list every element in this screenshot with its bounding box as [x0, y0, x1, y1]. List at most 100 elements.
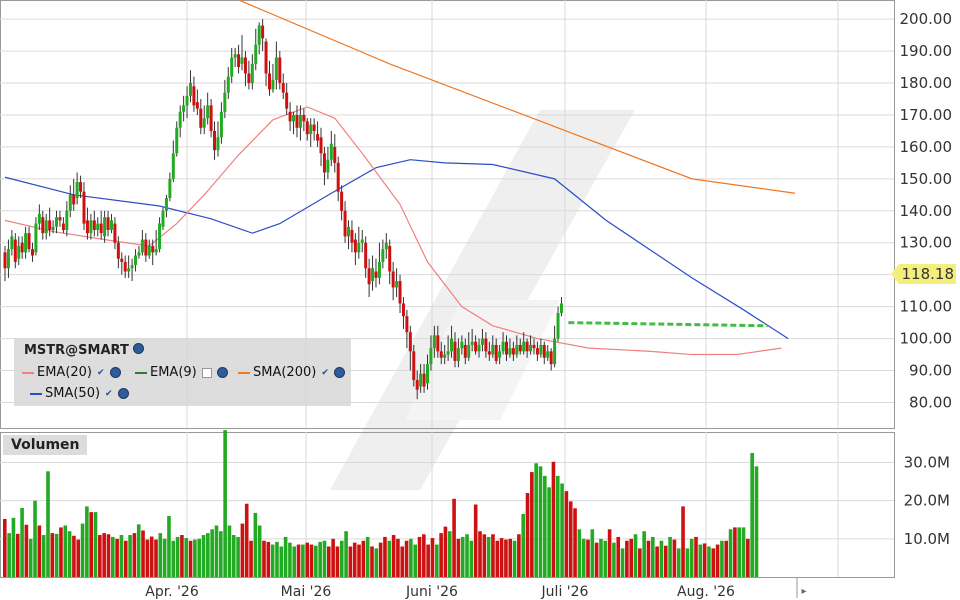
candle-body: [233, 54, 237, 58]
volume-bar: [257, 525, 262, 577]
candle-body: [288, 111, 292, 122]
candle-body: [250, 63, 254, 84]
check-icon[interactable]: ✔: [105, 388, 113, 399]
volume-bar: [663, 545, 668, 577]
volume-bar: [24, 524, 29, 577]
legend-sma200[interactable]: SMA(200) ✔: [238, 365, 345, 380]
candle-body: [257, 25, 261, 45]
volume-bar: [357, 544, 361, 577]
volume-bar: [590, 529, 595, 577]
volume-bar: [387, 540, 392, 577]
symbol-label: MSTR@SMART: [24, 343, 144, 358]
checkbox-icon[interactable]: [201, 367, 212, 378]
volume-bar: [275, 541, 279, 577]
volume-bar: [59, 527, 63, 577]
candle-body: [401, 303, 405, 317]
volume-bar: [452, 498, 456, 577]
candle-body: [439, 351, 443, 358]
candle-body: [487, 351, 491, 355]
candle-body: [243, 57, 247, 74]
volume-bar: [67, 531, 72, 577]
volume-bar: [141, 530, 145, 577]
candle-body: [518, 344, 522, 352]
legend-ema9[interactable]: EMA(9): [135, 365, 228, 380]
ema9-line-icon: [135, 371, 147, 374]
volume-bar: [167, 515, 171, 577]
visibility-icon[interactable]: [216, 367, 228, 378]
candle-body: [333, 146, 337, 163]
candle-body: [326, 159, 330, 173]
candle-body: [549, 351, 553, 365]
candle-body: [137, 252, 141, 256]
candle-body: [322, 153, 326, 173]
volume-bar: [534, 463, 538, 577]
candle-body: [79, 182, 83, 192]
candle-body: [484, 338, 488, 352]
price-tick-label: 180.00: [900, 74, 953, 92]
volume-bar: [266, 541, 271, 577]
volume-bar: [63, 525, 68, 577]
legend-ema20[interactable]: EMA(20) ✔: [22, 365, 121, 380]
volume-bar: [473, 504, 478, 577]
volume-bar: [616, 536, 621, 577]
volume-bar: [149, 536, 154, 577]
legend-sma50[interactable]: SMA(50) ✔: [30, 386, 129, 401]
candle-body: [106, 217, 110, 230]
candle-body: [51, 226, 55, 230]
volume-bar: [305, 542, 309, 577]
candle-body: [171, 153, 175, 179]
volume-bar: [158, 533, 163, 577]
candle-body: [477, 344, 481, 352]
candle-body: [539, 344, 543, 355]
volume-bar: [625, 540, 629, 577]
candle-body: [535, 348, 539, 355]
visibility-icon[interactable]: [132, 343, 144, 354]
check-icon[interactable]: ✔: [97, 367, 105, 378]
volume-bar: [508, 538, 513, 577]
volume-bar: [288, 542, 292, 577]
volume-bar: [201, 535, 206, 577]
date-tick-label: Mai '26: [281, 584, 332, 600]
candle-body: [158, 223, 162, 250]
candle-body: [371, 268, 375, 282]
candle-body: [202, 118, 206, 128]
volume-bar: [128, 535, 132, 577]
candle-body: [453, 341, 457, 361]
volume-bar: [309, 544, 314, 577]
ema20-line: [4, 106, 782, 356]
volume-bar: [119, 535, 124, 577]
volume-bar: [396, 538, 400, 577]
volume-bar: [28, 538, 33, 577]
volume-bar: [530, 472, 534, 577]
price-tick-label: 160.00: [900, 138, 953, 156]
volume-bar: [210, 529, 214, 577]
visibility-icon[interactable]: [109, 367, 121, 378]
candle-body: [223, 92, 227, 112]
candle-body: [350, 229, 354, 243]
candle-body: [426, 364, 430, 384]
candle-body: [384, 242, 388, 250]
candle-body: [281, 83, 285, 93]
visibility-icon[interactable]: [117, 388, 129, 399]
candle-body: [278, 57, 282, 84]
check-icon[interactable]: ✔: [321, 367, 329, 378]
candle-body: [436, 335, 440, 352]
visibility-icon[interactable]: [333, 367, 345, 378]
volume-bar: [180, 535, 184, 577]
volume-bar: [361, 540, 366, 577]
candle-body: [474, 341, 478, 352]
candle-body: [347, 226, 350, 237]
candle-body: [532, 344, 536, 349]
volume-bar: [283, 536, 288, 577]
volume-bar: [422, 534, 426, 577]
volume-bar: [642, 531, 646, 577]
volume-bar: [335, 546, 340, 577]
volume-bar: [123, 540, 128, 577]
candle-body: [216, 137, 220, 151]
candle-body: [312, 124, 316, 131]
candle-body: [209, 105, 213, 131]
candle-body: [195, 102, 199, 109]
volume-bar: [733, 527, 737, 577]
volume-tick-label: 30.0M: [904, 454, 950, 472]
